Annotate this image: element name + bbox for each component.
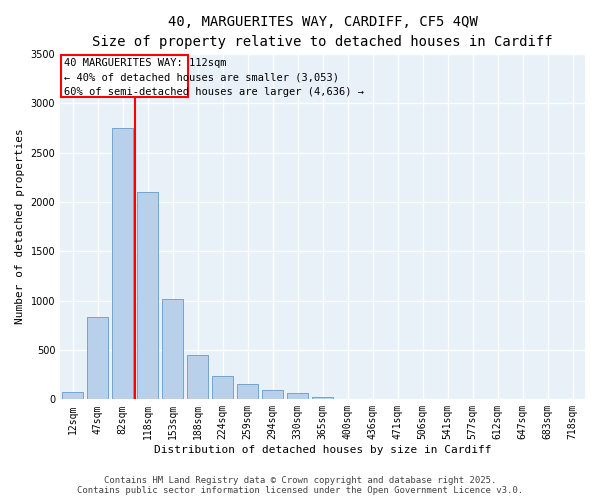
Bar — [162, 298, 183, 400]
Bar — [137, 192, 158, 400]
Bar — [112, 128, 133, 400]
X-axis label: Distribution of detached houses by size in Cardiff: Distribution of detached houses by size … — [154, 445, 491, 455]
Bar — [62, 392, 83, 400]
Title: 40, MARGUERITES WAY, CARDIFF, CF5 4QW
Size of property relative to detached hous: 40, MARGUERITES WAY, CARDIFF, CF5 4QW Si… — [92, 15, 553, 48]
Bar — [312, 397, 333, 400]
Bar — [87, 318, 108, 400]
Bar — [212, 376, 233, 400]
FancyBboxPatch shape — [61, 55, 188, 98]
Bar — [237, 384, 258, 400]
Text: Contains HM Land Registry data © Crown copyright and database right 2025.
Contai: Contains HM Land Registry data © Crown c… — [77, 476, 523, 495]
Bar — [262, 390, 283, 400]
Y-axis label: Number of detached properties: Number of detached properties — [15, 128, 25, 324]
Bar — [287, 393, 308, 400]
Bar — [187, 355, 208, 400]
Text: 40 MARGUERITES WAY: 112sqm
← 40% of detached houses are smaller (3,053)
60% of s: 40 MARGUERITES WAY: 112sqm ← 40% of deta… — [64, 58, 364, 98]
